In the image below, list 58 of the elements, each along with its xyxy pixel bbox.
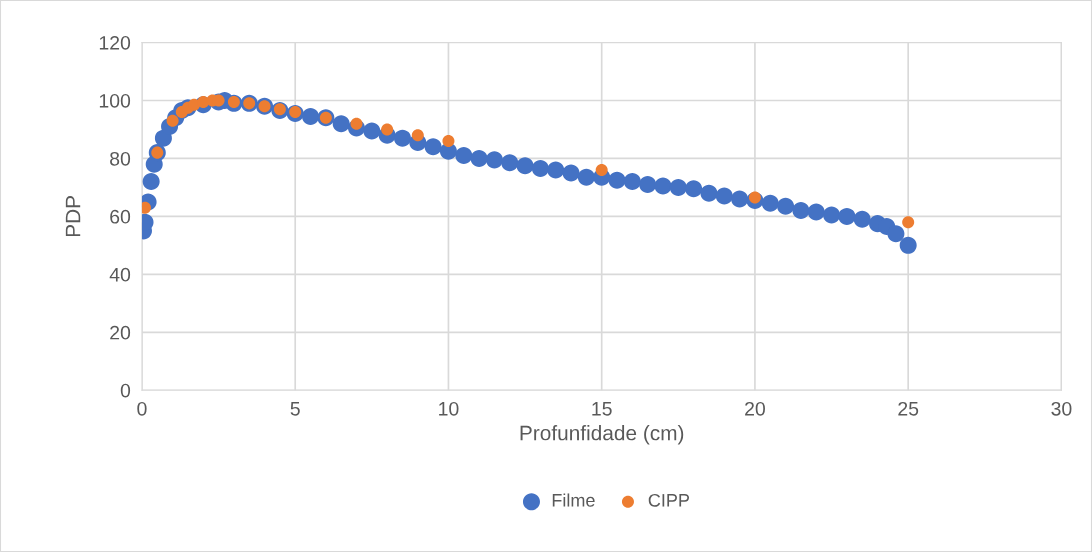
x-tick-label: 15 [592, 402, 612, 416]
point [531, 160, 549, 178]
y-tick-label: 20 [110, 325, 131, 340]
point [761, 194, 779, 212]
point [608, 171, 626, 189]
point [685, 180, 703, 198]
point [485, 151, 503, 169]
point [501, 154, 519, 172]
point [639, 176, 657, 194]
point [302, 107, 320, 125]
point [902, 216, 915, 229]
point [363, 122, 381, 140]
point [442, 135, 455, 148]
point [669, 178, 687, 196]
point [823, 206, 841, 224]
legend-label: Filme [552, 493, 595, 507]
point [424, 138, 442, 156]
x-tick-label: 20 [745, 401, 765, 416]
point [792, 202, 810, 220]
point [547, 161, 565, 179]
point [715, 187, 733, 205]
point [807, 203, 825, 221]
point [562, 164, 580, 182]
y-axis-title: PDP [65, 196, 81, 237]
y-tick-label: 80 [110, 151, 131, 166]
point [700, 184, 718, 202]
x-tick-label: 10 [439, 401, 459, 416]
point [654, 177, 672, 195]
y-tick-label: 40 [109, 267, 131, 282]
point [381, 123, 394, 136]
y-tick-label: 0 [120, 383, 131, 398]
y-tick-label: 120 [99, 35, 131, 50]
point [731, 190, 749, 208]
point [595, 164, 608, 177]
y-tick-label: 100 [99, 93, 131, 108]
legend-label: CIPP [648, 493, 690, 507]
y-tick-label: 60 [110, 209, 131, 224]
point [623, 173, 641, 191]
x-tick-label: 0 [137, 401, 147, 416]
x-tick-label: 5 [290, 402, 300, 416]
point [393, 129, 411, 147]
point [516, 157, 534, 175]
x-tick-label: 25 [898, 401, 919, 416]
point [899, 236, 917, 254]
point [577, 168, 595, 186]
point [838, 207, 856, 225]
point [411, 129, 424, 142]
point [887, 225, 905, 243]
point [332, 115, 350, 133]
x-tick-label: 30 [1051, 401, 1072, 416]
x-axis-title: Profunfidade (cm) [520, 425, 684, 445]
point [142, 173, 160, 191]
point [350, 117, 363, 130]
point [748, 191, 761, 204]
point [853, 210, 871, 228]
point [455, 147, 473, 165]
point [470, 149, 488, 167]
point [777, 197, 795, 215]
